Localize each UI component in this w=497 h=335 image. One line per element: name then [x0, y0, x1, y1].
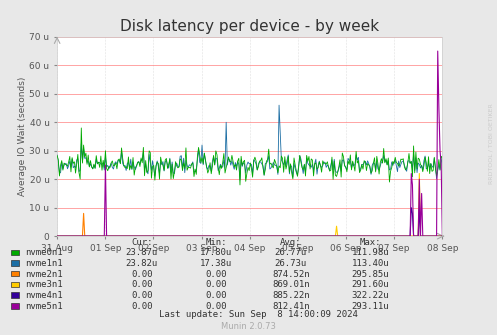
Text: 0.00: 0.00	[205, 280, 227, 289]
Text: nvme2n1: nvme2n1	[25, 270, 63, 278]
Text: 295.85u: 295.85u	[351, 270, 389, 278]
Text: 0.00: 0.00	[131, 280, 153, 289]
Text: 0.00: 0.00	[131, 302, 153, 311]
Y-axis label: Average IO Wait (seconds): Average IO Wait (seconds)	[17, 77, 27, 196]
Text: 322.22u: 322.22u	[351, 291, 389, 300]
Text: Munin 2.0.73: Munin 2.0.73	[221, 322, 276, 331]
Text: 291.60u: 291.60u	[351, 280, 389, 289]
Text: 0.00: 0.00	[205, 270, 227, 278]
Text: RRDTOOL / TOBI OETIKER: RRDTOOL / TOBI OETIKER	[489, 104, 494, 185]
Text: 869.01n: 869.01n	[272, 280, 310, 289]
Text: 23.87u: 23.87u	[126, 248, 158, 257]
Text: 293.11u: 293.11u	[351, 302, 389, 311]
Text: 26.77u: 26.77u	[275, 248, 307, 257]
Text: 113.40u: 113.40u	[351, 259, 389, 268]
Text: 0.00: 0.00	[131, 270, 153, 278]
Text: 0.00: 0.00	[205, 302, 227, 311]
Text: 17.80u: 17.80u	[200, 248, 232, 257]
Text: nvme1n1: nvme1n1	[25, 259, 63, 268]
Text: nvme5n1: nvme5n1	[25, 302, 63, 311]
Text: 26.73u: 26.73u	[275, 259, 307, 268]
Text: 885.22n: 885.22n	[272, 291, 310, 300]
Text: Avg:: Avg:	[280, 238, 302, 247]
Text: 0.00: 0.00	[131, 291, 153, 300]
Text: nvme3n1: nvme3n1	[25, 280, 63, 289]
Text: Cur:: Cur:	[131, 238, 153, 247]
Text: nvme4n1: nvme4n1	[25, 291, 63, 300]
Text: 812.41n: 812.41n	[272, 302, 310, 311]
Text: 111.98u: 111.98u	[351, 248, 389, 257]
Text: Max:: Max:	[359, 238, 381, 247]
Text: nvme0n1: nvme0n1	[25, 248, 63, 257]
Title: Disk latency per device - by week: Disk latency per device - by week	[120, 19, 379, 34]
Text: 0.00: 0.00	[205, 291, 227, 300]
Text: 17.38u: 17.38u	[200, 259, 232, 268]
Text: Min:: Min:	[205, 238, 227, 247]
Text: 23.82u: 23.82u	[126, 259, 158, 268]
Text: Last update: Sun Sep  8 14:00:09 2024: Last update: Sun Sep 8 14:00:09 2024	[159, 310, 358, 319]
Text: 874.52n: 874.52n	[272, 270, 310, 278]
